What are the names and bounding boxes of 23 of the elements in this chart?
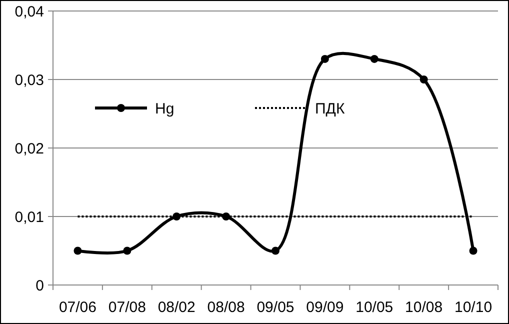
x-tick-label: 09/05 — [256, 299, 294, 316]
x-tick-label: 10/08 — [405, 299, 443, 316]
x-tick-label: 10/10 — [454, 299, 492, 316]
y-tick-label: 0 — [36, 277, 44, 294]
point — [469, 246, 478, 255]
legend-label: Hg — [155, 100, 174, 118]
y-tick-label: 0,04 — [14, 3, 44, 20]
y-tick-label: 0,01 — [14, 208, 44, 226]
y-tick-label: 0,03 — [14, 72, 44, 89]
x-tick-label: 07/08 — [108, 299, 146, 316]
point — [123, 246, 132, 255]
legend-label: ПДК — [315, 100, 345, 118]
point — [74, 246, 82, 255]
x-tick-label: 09/09 — [306, 299, 344, 316]
point — [420, 76, 428, 84]
y-tick-label: 0,02 — [14, 140, 44, 158]
point — [370, 54, 378, 63]
point — [272, 246, 280, 255]
x-tick-label: 07/06 — [58, 299, 96, 316]
x-tick-label: 08/02 — [158, 299, 196, 316]
x-tick-label: 10/05 — [356, 299, 394, 316]
x-tick-label: 08/08 — [207, 299, 245, 316]
point — [320, 54, 329, 63]
